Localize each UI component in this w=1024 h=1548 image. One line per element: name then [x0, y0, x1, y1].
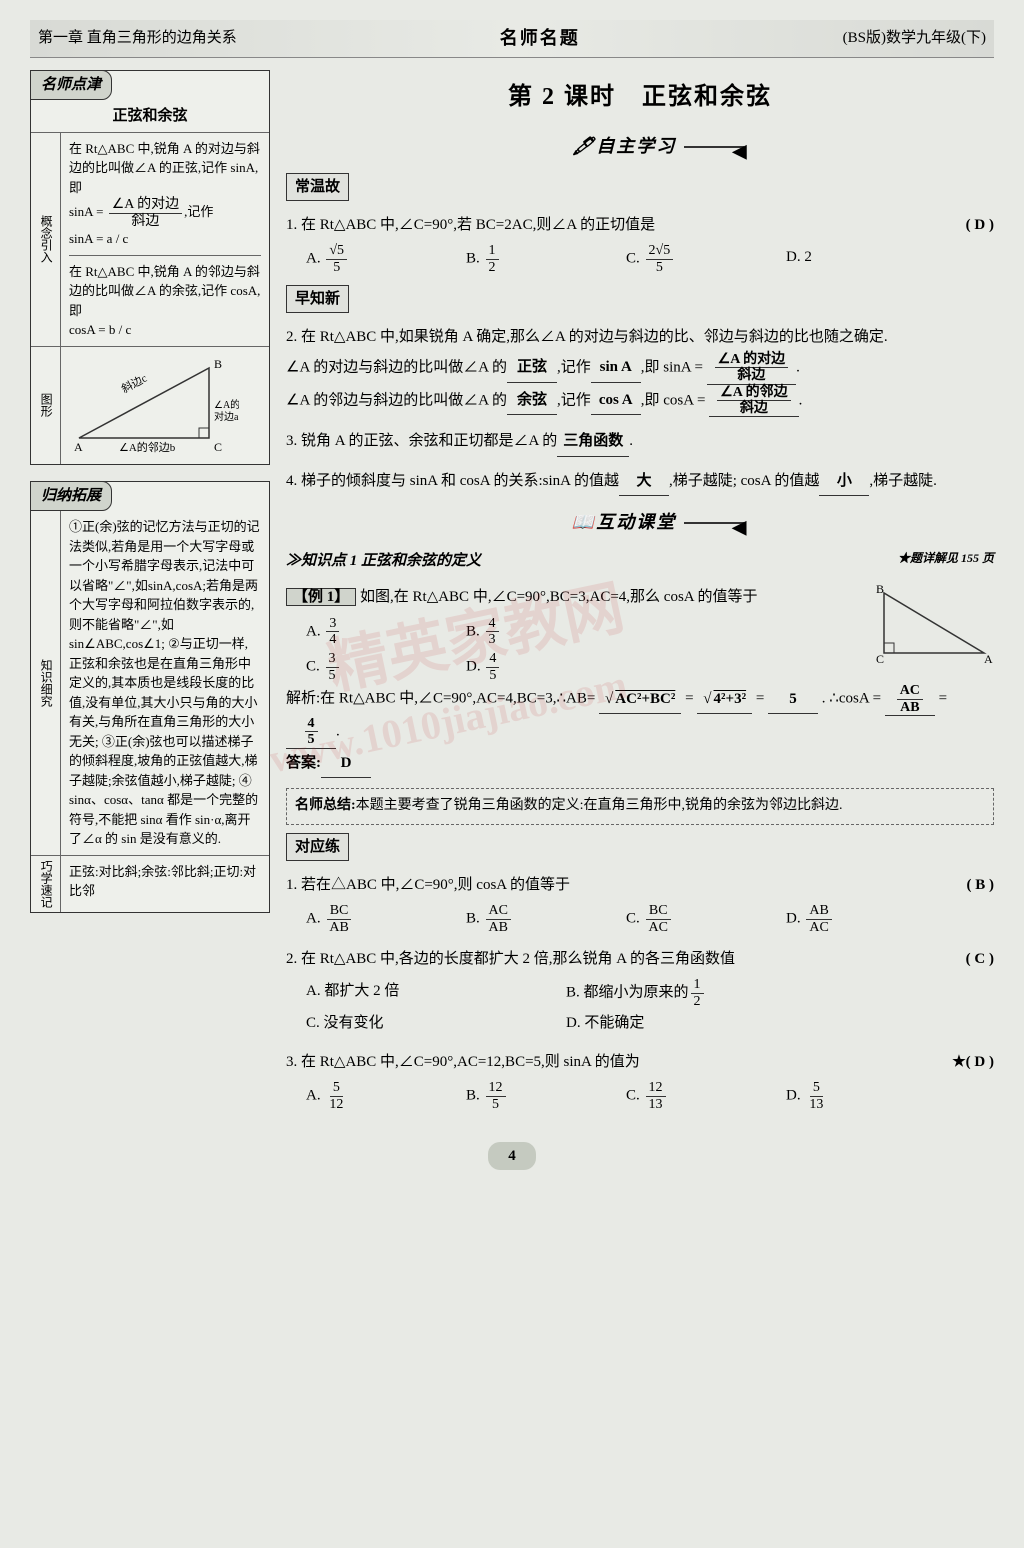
- inkstone-icon: 🖋: [572, 132, 597, 161]
- p3-options: A. 512 B. 125 C. 1213 D. 513: [286, 1080, 994, 1112]
- page-header: 第一章 直角三角形的边角关系 名师名题 (BS版)数学九年级(下): [30, 20, 994, 58]
- zhishi-content: ①正(余)弦的记忆方法与正切的记法类似,若角是用一个大写字母或一个小写希腊字母表…: [61, 511, 269, 855]
- section-self-study: 🖋 自主学习: [286, 132, 994, 161]
- knowledge-point-1: ≫知识点 1 正弦和余弦的定义 ★题详解见 155 页: [286, 549, 994, 573]
- tag-review: 常温故: [286, 173, 349, 201]
- tips-subtitle: 正弦和余弦: [31, 100, 269, 133]
- question-2: 2. 在 Rt△ABC 中,如果锐角 A 确定,那么∠A 的对边与斜边的比、邻边…: [286, 323, 994, 417]
- p1-options: A. BCAB B. ACAB C. BCAC D. ABAC: [286, 903, 994, 935]
- qiaoxue-content: 正弦:对比斜;余弦:邻比斜;正切:对比邻: [61, 856, 269, 912]
- svg-text:C: C: [214, 440, 222, 453]
- summary-title: 归纳拓展: [30, 481, 112, 511]
- question-4: 4. 梯子的倾斜度与 sinA 和 cosA 的关系:sinA 的值越大,梯子越…: [286, 467, 994, 497]
- practice-1: 1. 若在△ABC 中,∠C=90°,则 cosA 的值等于 ( B ) A. …: [286, 871, 994, 935]
- zhishi-row: 知识细究 ①正(余)弦的记忆方法与正切的记法类似,若角是用一个大写字母或一个小写…: [31, 511, 269, 856]
- svg-text:斜边c: 斜边c: [119, 371, 149, 395]
- svg-text:B: B: [214, 357, 222, 371]
- svg-text:C: C: [876, 652, 884, 663]
- svg-text:∠A的邻边b: ∠A的邻边b: [119, 440, 176, 453]
- concept-label: 概念引入: [31, 133, 61, 346]
- page-layout: 名师点津 正弦和余弦 概念引入 在 Rt△ABC 中,锐角 A 的对边与斜边的比…: [30, 70, 994, 1122]
- tips-box: 名师点津 正弦和余弦 概念引入 在 Rt△ABC 中,锐角 A 的对边与斜边的比…: [30, 70, 270, 465]
- figure-label: 图形: [31, 347, 61, 465]
- zhishi-label: 知识细究: [31, 511, 61, 855]
- header-right: (BS版)数学九年级(下): [843, 26, 986, 50]
- svg-text:∠A的: ∠A的: [214, 398, 239, 411]
- teacher-summary: 名师总结:本题主要考查了锐角三角函数的定义:在直角三角形中,锐角的余弦为邻边比斜…: [286, 788, 994, 824]
- ex1-options-2: C. 35 D. 45: [286, 651, 862, 683]
- practice-3: 3. 在 Rt△ABC 中,∠C=90°,AC=12,BC=5,则 sinA 的…: [286, 1048, 994, 1112]
- section-interactive: 📖 互动课堂: [286, 508, 994, 537]
- concept-content: 在 Rt△ABC 中,锐角 A 的对边与斜边的比叫做∠A 的正弦,记作 sinA…: [61, 133, 269, 346]
- header-left: 第一章 直角三角形的边角关系: [38, 26, 237, 50]
- hint-ref: ★题详解见 155 页: [898, 549, 994, 568]
- svg-text:对边a: 对边a: [214, 410, 239, 423]
- question-1: 1. 在 Rt△ABC 中,∠C=90°,若 BC=2AC,则∠A 的正切值是 …: [286, 211, 994, 275]
- question-3: 3. 锐角 A 的正弦、余弦和正切都是∠A 的三角函数.: [286, 427, 994, 457]
- example-label: 【例 1】: [286, 588, 356, 606]
- p3-answer: ★( D ): [952, 1048, 994, 1077]
- lesson-title: 第 2 课时 正弦和余弦: [286, 78, 994, 116]
- concept-row: 概念引入 在 Rt△ABC 中,锐角 A 的对边与斜边的比叫做∠A 的正弦,记作…: [31, 133, 269, 347]
- main-content: 精英家教网 www.1010jiajiao.com 第 2 课时 正弦和余弦 🖋…: [286, 70, 994, 1122]
- example-1: B C A 【例 1】 如图,在 Rt△ABC 中,∠C=90°,BC=3,AC…: [286, 583, 994, 778]
- summary-box: 归纳拓展 知识细究 ①正(余)弦的记忆方法与正切的记法类似,若角是用一个大写字母…: [30, 481, 270, 913]
- q1-answer: ( D ): [966, 211, 994, 240]
- tag-new: 早知新: [286, 285, 349, 313]
- p1-answer: ( B ): [967, 871, 995, 900]
- ex1-options: A. 34 B. 43: [286, 616, 862, 648]
- q1-options: A. √55 B. 12 C. 2√55 D. 2: [286, 243, 994, 275]
- page-number: 4: [30, 1142, 994, 1170]
- svg-text:A: A: [984, 652, 993, 663]
- figure-row: 图形 A B C 斜边c ∠A的 对边a ∠A的邻边b: [31, 347, 269, 465]
- header-center: 名师名题: [500, 24, 580, 53]
- p2-answer: ( C ): [966, 945, 994, 974]
- svg-text:B: B: [876, 583, 884, 596]
- example-triangle-icon: B C A: [874, 583, 994, 663]
- qiaoxue-row: 巧学速记 正弦:对比斜;余弦:邻比斜;正切:对比邻: [31, 856, 269, 912]
- svg-text:A: A: [74, 440, 83, 453]
- figure-content: A B C 斜边c ∠A的 对边a ∠A的邻边b: [61, 347, 269, 465]
- sidebar: 名师点津 正弦和余弦 概念引入 在 Rt△ABC 中,锐角 A 的对边与斜边的比…: [30, 70, 270, 1122]
- qiaoxue-label: 巧学速记: [31, 856, 61, 912]
- triangle-diagram: A B C 斜边c ∠A的 对边a ∠A的邻边b: [69, 353, 239, 453]
- practice-2: 2. 在 Rt△ABC 中,各边的长度都扩大 2 倍,那么锐角 A 的各三角函数…: [286, 945, 994, 1038]
- tips-title: 名师点津: [30, 70, 112, 100]
- book-icon: 📖: [572, 508, 596, 537]
- p2-options: A. 都扩大 2 倍 B. 都缩小为原来的12 C. 没有变化 D. 不能确定: [286, 977, 994, 1037]
- tag-practice: 对应练: [286, 833, 349, 861]
